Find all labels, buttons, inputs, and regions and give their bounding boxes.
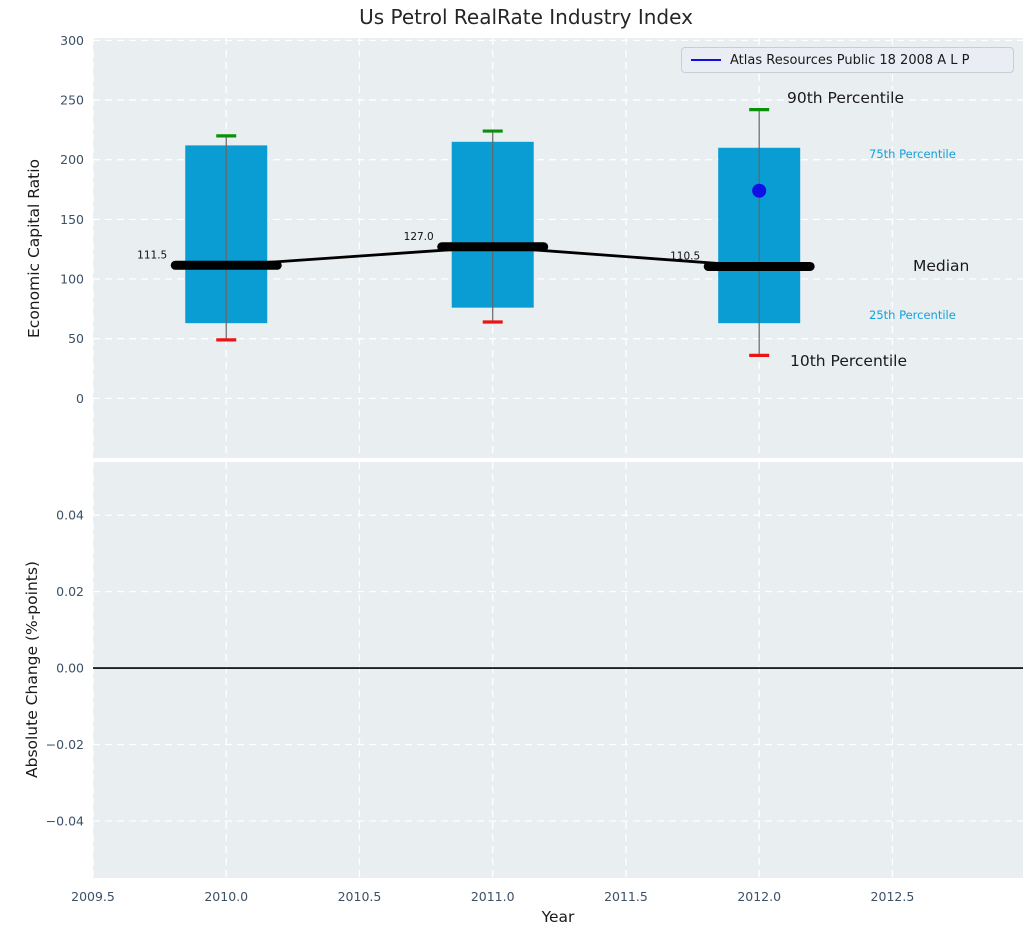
chart-title: Us Petrol RealRate Industry Index (359, 5, 693, 29)
median-value-label: 110.5 (670, 250, 700, 262)
y-tick-label-top: 250 (60, 93, 84, 108)
x-tick-label: 2010.0 (204, 889, 248, 904)
y-tick-label-bottom: −0.04 (46, 814, 84, 829)
y-axis-label-bottom: Absolute Change (%-points) (23, 561, 41, 779)
median-value-label: 127.0 (404, 231, 434, 243)
company-point (752, 183, 767, 198)
y-tick-label-bottom: 0.04 (56, 508, 84, 523)
x-axis-label: Year (541, 908, 575, 926)
y-tick-label-top: 50 (68, 331, 84, 346)
y-tick-label-bottom: −0.02 (46, 737, 84, 752)
median-value-label: 111.5 (137, 249, 167, 261)
annotation-90th-percentile: 90th Percentile (787, 89, 905, 107)
x-tick-label: 2010.5 (338, 889, 382, 904)
y-tick-label-bottom: 0.02 (56, 584, 84, 599)
y-tick-label-top: 150 (60, 212, 84, 227)
y-tick-label-top: 200 (60, 152, 84, 167)
legend-label: Atlas Resources Public 18 2008 A L P (730, 52, 970, 68)
y-tick-label-top: 100 (60, 272, 84, 287)
x-tick-label: 2012.0 (737, 889, 781, 904)
annotation-10th-percentile: 10th Percentile (790, 352, 908, 370)
x-tick-label: 2011.5 (604, 889, 648, 904)
legend: Atlas Resources Public 18 2008 A L P (681, 47, 1014, 73)
bottom-axes-background (93, 462, 1023, 878)
annotation-median: Median (913, 257, 970, 275)
y-axis-label-top: Economic Capital Ratio (25, 158, 43, 338)
y-tick-label-bottom: 0.00 (56, 661, 84, 676)
x-tick-label: 2009.5 (71, 889, 115, 904)
annotation-75th-percentile: 75th Percentile (869, 147, 956, 161)
x-tick-label: 2011.0 (471, 889, 515, 904)
annotation-25th-percentile: 25th Percentile (869, 308, 956, 322)
y-tick-label-top: 300 (60, 33, 84, 48)
legend-line-swatch (691, 59, 721, 61)
x-tick-label: 2012.5 (871, 889, 915, 904)
y-tick-label-top: 0 (76, 391, 84, 406)
